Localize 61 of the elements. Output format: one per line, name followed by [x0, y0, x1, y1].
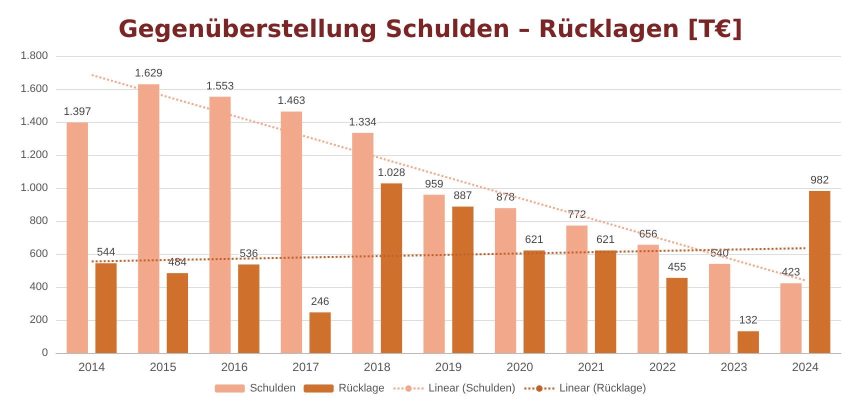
bar [66, 122, 88, 353]
y-tick-label: 1.800 [20, 50, 48, 62]
bar [524, 250, 545, 353]
y-tick-label: 800 [30, 215, 48, 227]
bar [238, 264, 260, 353]
bar [166, 273, 188, 353]
x-tick-label: 2018 [364, 360, 391, 374]
data-label: 423 [782, 266, 800, 279]
bar [95, 263, 117, 353]
legend-label: Rücklage [338, 382, 385, 394]
y-tick-label: 1.200 [20, 149, 48, 161]
data-label: 1.463 [278, 95, 306, 108]
legend-label: Linear (Schulden) [428, 382, 516, 394]
bar [780, 283, 802, 353]
chart-title: Gegenüberstellung Schulden – Rücklagen [T€] [118, 15, 743, 43]
x-tick-label: 2017 [292, 360, 320, 374]
x-tick-label: 2023 [720, 360, 748, 374]
y-tick-label: 1.600 [20, 83, 48, 95]
x-tick-label: 2014 [78, 360, 106, 374]
data-label: 455 [668, 261, 686, 274]
data-label: 959 [424, 178, 444, 190]
data-label: 621 [525, 234, 544, 246]
bar [809, 190, 830, 353]
bar [424, 194, 445, 353]
y-tick-label: 0 [42, 347, 48, 359]
data-label: 536 [240, 248, 258, 260]
data-label: 621 [596, 234, 615, 246]
bar [566, 226, 588, 353]
x-tick-label: 2021 [578, 360, 605, 374]
data-label: 982 [810, 174, 829, 186]
data-label: 246 [310, 296, 330, 308]
x-tick-label: 2016 [221, 360, 248, 374]
data-label: 1.629 [134, 68, 162, 80]
data-label: 1.334 [349, 116, 377, 128]
legend-label: Schulden [250, 382, 296, 394]
y-tick-label: 600 [30, 248, 48, 260]
y-tick-label: 400 [30, 281, 48, 293]
bar [738, 331, 759, 353]
bar [638, 244, 659, 353]
data-label: 1.028 [378, 166, 406, 179]
x-tick-label: 2015 [150, 360, 177, 374]
y-tick-label: 1.400 [20, 116, 48, 128]
bar [666, 278, 688, 353]
x-tick-label: 2020 [506, 360, 534, 374]
bar [452, 206, 474, 353]
y-tick-label: 200 [30, 314, 48, 326]
data-label: 132 [739, 314, 758, 327]
legend-label: Linear (Rücklage) [559, 382, 646, 394]
x-tick-label: 2024 [792, 360, 819, 374]
data-label: 1.553 [206, 80, 234, 92]
x-tick-label: 2022 [649, 360, 676, 374]
bar [309, 312, 331, 353]
data-label: 544 [96, 246, 116, 259]
data-label: 1.397 [64, 106, 92, 118]
bar [708, 264, 730, 353]
y-tick-label: 1.000 [20, 182, 48, 194]
x-tick-label: 2019 [435, 360, 462, 374]
data-label: 887 [454, 190, 472, 202]
bar [594, 250, 616, 353]
bar [380, 183, 402, 353]
bar [494, 208, 516, 353]
